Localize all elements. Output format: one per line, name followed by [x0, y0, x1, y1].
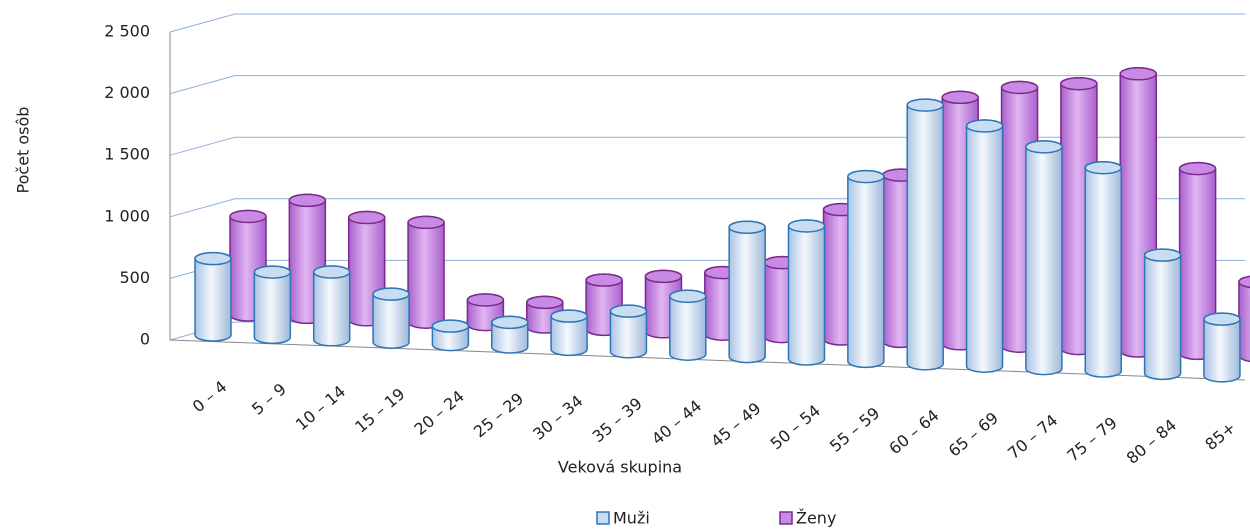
y-tick-label: 1 500: [104, 145, 150, 164]
y-axis-title: Počet osôb: [14, 107, 33, 194]
bar-top: [347, 210, 386, 225]
legend-swatch: [596, 511, 610, 525]
x-tick-label: 10 – 14: [292, 382, 349, 434]
x-tick-label: 50 – 54: [767, 401, 824, 453]
bar: [787, 219, 826, 366]
bar: [965, 119, 1004, 373]
grid-line: [169, 75, 1245, 95]
bar-top: [1143, 248, 1182, 262]
bar-top: [644, 269, 683, 284]
bar: [407, 215, 445, 329]
bar-top: [609, 304, 648, 318]
x-tick-label: 5 – 9: [248, 379, 290, 418]
bar-top: [787, 219, 826, 233]
bar-top: [728, 220, 766, 234]
bar-top: [491, 315, 529, 330]
bar-top: [669, 289, 707, 304]
x-tick-label: 40 – 44: [648, 396, 705, 448]
bar: [1084, 160, 1122, 378]
bar-top: [229, 209, 267, 224]
bar-top: [526, 295, 564, 310]
x-tick-label: 0 – 4: [189, 377, 231, 416]
bar-top: [906, 98, 944, 112]
y-tick-label: 0: [140, 330, 150, 349]
bar-top: [312, 265, 351, 279]
x-tick-label: 35 – 39: [589, 394, 646, 446]
x-tick-label: 60 – 64: [885, 406, 942, 458]
x-tick-label: 25 – 29: [470, 389, 527, 441]
bar-top: [407, 215, 445, 230]
legend-swatch: [779, 511, 793, 525]
bar-top: [372, 287, 410, 301]
x-tick-label: 20 – 24: [411, 387, 468, 439]
bar-top: [1000, 80, 1039, 95]
bar-top: [431, 319, 470, 333]
x-tick-label: 85+: [1201, 418, 1239, 454]
legend-label: Ženy: [796, 509, 836, 528]
bar: [1025, 140, 1063, 376]
bar: [906, 98, 944, 371]
bar-top: [1084, 160, 1122, 175]
bar-top: [1060, 76, 1098, 91]
y-tick-label: 2 000: [104, 83, 150, 102]
x-axis: [169, 339, 1246, 381]
bar-top: [194, 251, 232, 266]
bar-top: [1178, 161, 1217, 176]
x-tick-label: 75 – 79: [1063, 413, 1120, 465]
x-tick-label: 65 – 69: [945, 408, 1002, 460]
bar: [194, 251, 232, 342]
bar-top: [965, 119, 1004, 133]
x-tick-label: 55 – 59: [826, 403, 883, 455]
bar: [847, 169, 885, 369]
bar-top: [847, 169, 885, 184]
bar-top: [1025, 140, 1063, 154]
y-tick-label: 500: [119, 268, 150, 287]
x-axis-title: Veková skupina: [558, 458, 682, 477]
bar: [1143, 248, 1182, 381]
bar: [728, 220, 766, 364]
y-tick-label: 2 500: [104, 22, 150, 41]
bar-top: [1238, 275, 1250, 289]
x-tick-label: 30 – 34: [529, 391, 586, 443]
x-tick-label: 45 – 49: [707, 399, 764, 451]
bar-top: [1119, 67, 1157, 81]
bar-top: [941, 90, 979, 105]
x-tick-label: 70 – 74: [1004, 411, 1061, 463]
x-tick-label: 80 – 84: [1123, 415, 1180, 467]
bar-top: [466, 293, 505, 307]
bar-top: [253, 265, 292, 279]
bar-top: [550, 309, 588, 323]
x-tick-label: 15 – 19: [351, 384, 408, 436]
grid-line: [169, 13, 1245, 33]
y-tick-label: 1 000: [104, 206, 150, 225]
bar-top: [288, 193, 327, 208]
bar-top: [585, 273, 623, 287]
legend-label: Muži: [613, 509, 650, 528]
bar-top: [1203, 312, 1241, 326]
